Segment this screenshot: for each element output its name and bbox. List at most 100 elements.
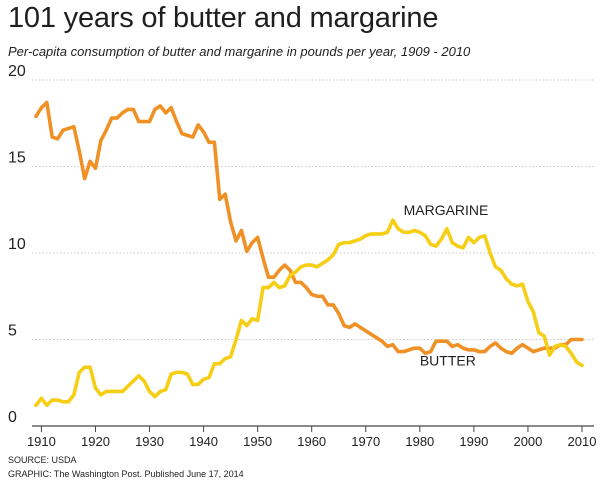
data-point-butter (207, 140, 211, 144)
series-label-butter: BUTTER (420, 352, 476, 368)
data-point-margarine (510, 282, 514, 286)
data-point-butter (261, 256, 265, 260)
data-point-butter (477, 350, 481, 354)
data-point-margarine (174, 370, 179, 374)
chart-title: 101 years of butter and margarine (8, 2, 439, 34)
data-point-butter (218, 197, 222, 201)
data-point-butter (520, 343, 525, 347)
data-point-butter (266, 275, 271, 279)
data-point-margarine (45, 403, 49, 407)
x-axis-ticks (40, 426, 583, 432)
series-label-margarine: MARGARINE (404, 202, 489, 218)
data-point-butter (93, 166, 98, 170)
data-point-margarine (456, 244, 460, 248)
data-point-margarine (320, 261, 325, 265)
data-point-butter (472, 348, 476, 352)
data-point-margarine (364, 234, 368, 238)
data-point-margarine (315, 265, 319, 269)
data-point-butter (153, 107, 157, 112)
chart-subtitle: Per-capita consumption of butter and mar… (8, 44, 471, 59)
data-point-margarine (326, 258, 330, 262)
data-point-butter (169, 106, 173, 110)
data-point-margarine (72, 393, 76, 397)
data-point-margarine (223, 356, 227, 361)
data-point-margarine (402, 230, 406, 234)
y-tick-label: 15 (8, 150, 26, 167)
data-point-butter (88, 159, 92, 163)
data-point-margarine (147, 389, 152, 393)
data-point-margarine (483, 234, 487, 238)
data-point-butter (315, 294, 319, 298)
gridlines (32, 79, 594, 427)
data-point-margarine (412, 228, 417, 233)
data-point-butter (450, 344, 454, 349)
data-point-butter (515, 346, 519, 350)
data-point-butter (104, 128, 108, 132)
data-point-margarine (477, 235, 481, 240)
data-point-margarine (256, 318, 260, 323)
data-point-butter (34, 114, 38, 118)
data-point-butter (407, 348, 411, 352)
series-line-butter (34, 100, 584, 356)
data-point-margarine (180, 370, 184, 374)
data-point-margarine (245, 324, 249, 328)
data-point-butter (569, 337, 573, 342)
data-point-margarine (196, 382, 200, 387)
data-point-butter (50, 135, 54, 139)
data-point-butter (391, 343, 395, 347)
data-point-margarine (358, 237, 362, 241)
data-point-margarine (553, 344, 557, 349)
data-point-butter (56, 137, 60, 141)
data-point-margarine (66, 400, 71, 404)
series-line-margarine (34, 218, 584, 408)
data-point-butter (574, 337, 579, 342)
data-point-margarine (229, 355, 233, 359)
data-point-butter (110, 116, 114, 120)
data-point-margarine (445, 227, 449, 231)
y-tick-label: 10 (8, 236, 26, 253)
data-point-margarine (439, 237, 444, 241)
data-point-butter (185, 133, 189, 137)
data-point-butter (488, 344, 492, 349)
x-tick-label: 2010 (568, 434, 597, 449)
data-point-margarine (396, 227, 400, 231)
data-point-butter (115, 116, 119, 120)
data-point-margarine (380, 232, 384, 236)
data-point-margarine (218, 362, 222, 366)
data-point-butter (61, 128, 65, 132)
data-point-margarine (520, 282, 525, 286)
x-tick-label: 1940 (189, 434, 218, 449)
data-point-butter (180, 132, 184, 136)
data-point-margarine (537, 330, 541, 335)
data-point-margarine (493, 265, 498, 269)
data-point-butter (72, 125, 76, 129)
data-point-margarine (342, 241, 346, 245)
data-point-butter (369, 332, 373, 336)
data-point-butter (461, 346, 465, 350)
data-point-margarine (558, 343, 562, 347)
data-point-margarine (293, 270, 298, 274)
data-point-margarine (347, 241, 352, 245)
data-point-butter (299, 280, 303, 285)
data-point-butter (429, 350, 433, 354)
data-point-margarine (201, 377, 206, 381)
data-point-margarine (472, 241, 476, 245)
data-point-butter (158, 104, 162, 108)
data-point-butter (353, 322, 357, 326)
x-tick-label: 1980 (405, 434, 434, 449)
data-point-margarine (564, 344, 568, 349)
data-point-butter (39, 106, 44, 110)
data-point-margarine (158, 389, 162, 393)
data-point-margarine (266, 286, 271, 290)
data-point-butter (358, 325, 362, 329)
data-point-butter (439, 339, 444, 343)
data-point-butter (234, 239, 238, 243)
data-point-butter (380, 339, 384, 343)
data-point-butter (245, 249, 249, 253)
data-point-butter (434, 339, 438, 343)
data-point-butter (126, 107, 130, 112)
data-point-butter (239, 228, 244, 233)
data-point-margarine (337, 242, 341, 246)
data-point-margarine (504, 277, 508, 281)
